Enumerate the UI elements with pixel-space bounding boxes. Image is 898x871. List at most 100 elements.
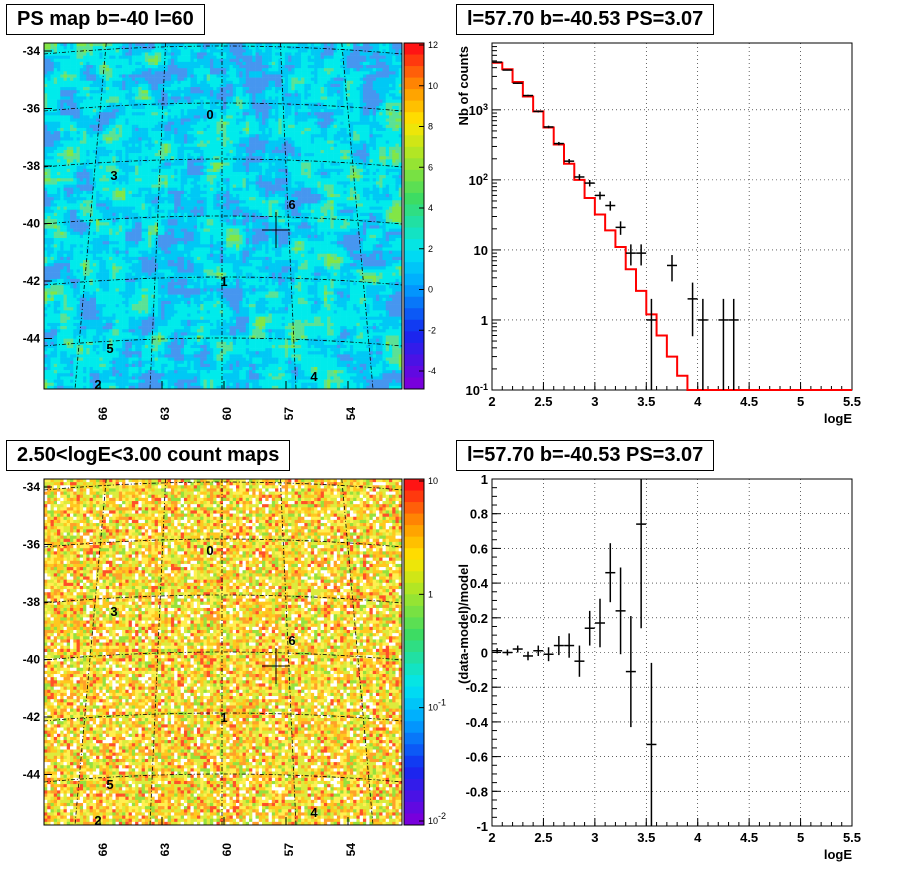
- map-cell: [83, 96, 87, 100]
- map-cell: [379, 80, 383, 85]
- map-cell: [291, 58, 295, 63]
- map-cell: [109, 146, 113, 151]
- map-cell: [122, 46, 126, 50]
- map-cell: [242, 55, 247, 60]
- map-cell: [297, 178, 302, 182]
- map-cell: [102, 74, 107, 78]
- map-cell: [226, 105, 230, 110]
- map-cell: [177, 184, 181, 188]
- map-cell: [327, 74, 331, 78]
- map-cell: [392, 77, 396, 82]
- map-cell: [278, 109, 282, 113]
- map-cell: [288, 115, 292, 119]
- map-cell: [372, 105, 377, 110]
- map-cell: [307, 55, 312, 60]
- map-cell: [174, 49, 178, 53]
- map-cell: [174, 121, 178, 126]
- map-cell: [385, 96, 390, 100]
- map-cell: [291, 127, 295, 132]
- map-cell: [60, 87, 64, 91]
- map-cell: [187, 149, 191, 154]
- map-cell: [382, 156, 387, 160]
- map-cell: [70, 171, 74, 176]
- map-cell: [112, 134, 116, 138]
- map-cell: [278, 146, 282, 151]
- map-cell: [275, 87, 279, 91]
- map-cell: [336, 175, 341, 179]
- map-cell: [362, 43, 367, 47]
- map-cell: [154, 90, 159, 94]
- map-cell: [219, 127, 224, 132]
- map-cell: [47, 74, 51, 78]
- map-cell: [362, 77, 367, 82]
- map-cell: [174, 149, 178, 154]
- map-cell: [187, 58, 191, 63]
- map-cell: [340, 102, 344, 107]
- map-cell: [183, 83, 188, 88]
- map-cell: [258, 127, 263, 132]
- map-cell: [200, 178, 204, 182]
- map-cell: [245, 96, 250, 100]
- map-cell: [245, 71, 250, 75]
- map-cell: [183, 77, 188, 82]
- map-cell: [57, 127, 61, 132]
- map-cell: [177, 83, 181, 88]
- map-cell: [57, 168, 61, 173]
- map-cell: [294, 140, 299, 144]
- map-cell: [395, 162, 400, 166]
- map-cell: [203, 171, 208, 176]
- map-cell: [372, 83, 377, 88]
- map-cell: [229, 118, 234, 122]
- map-cell: [232, 146, 237, 151]
- map-cell: [83, 121, 87, 126]
- map-cell: [206, 149, 211, 154]
- map-cell: [167, 102, 172, 107]
- map-cell: [398, 115, 403, 119]
- map-cell: [330, 134, 334, 138]
- map-cell: [151, 87, 155, 91]
- map-cell: [327, 159, 331, 163]
- map-cell: [375, 49, 380, 53]
- map-cell: [336, 159, 341, 163]
- map-cell: [271, 61, 276, 66]
- map-cell: [382, 102, 387, 107]
- map-cell: [219, 109, 224, 113]
- map-cell: [310, 65, 315, 69]
- map-cell: [301, 93, 305, 97]
- map-cell: [131, 146, 136, 151]
- map-cell: [268, 71, 273, 75]
- map-cell: [242, 43, 247, 47]
- map-cell: [372, 149, 377, 154]
- map-cell: [63, 87, 68, 91]
- map-cell: [60, 184, 64, 188]
- map-cell: [362, 87, 367, 91]
- map-cell: [50, 143, 55, 148]
- map-cell: [242, 121, 247, 126]
- map-cell: [177, 165, 181, 170]
- map-cell: [180, 118, 185, 122]
- map-cell: [288, 127, 292, 132]
- map-cell: [327, 178, 331, 182]
- map-cell: [50, 178, 55, 182]
- map-cell: [70, 90, 74, 94]
- map-cell: [76, 153, 81, 157]
- map-cell: [135, 99, 139, 104]
- map-cell: [203, 83, 208, 88]
- map-cell: [349, 175, 354, 179]
- map-cell: [372, 77, 377, 82]
- map-cell: [167, 159, 172, 163]
- map-cell: [232, 115, 237, 119]
- map-cell: [320, 83, 325, 88]
- map-cell: [307, 121, 312, 126]
- map-cell: [216, 156, 221, 160]
- map-cell: [255, 68, 260, 72]
- map-cell: [167, 121, 172, 126]
- map-cell: [187, 68, 191, 72]
- map-cell: [219, 77, 224, 82]
- map-cell: [73, 58, 77, 63]
- map-cell: [66, 165, 71, 170]
- map-cell: [284, 146, 289, 151]
- map-cell: [144, 162, 149, 166]
- map-cell: [317, 90, 321, 94]
- map-cell: [356, 83, 360, 88]
